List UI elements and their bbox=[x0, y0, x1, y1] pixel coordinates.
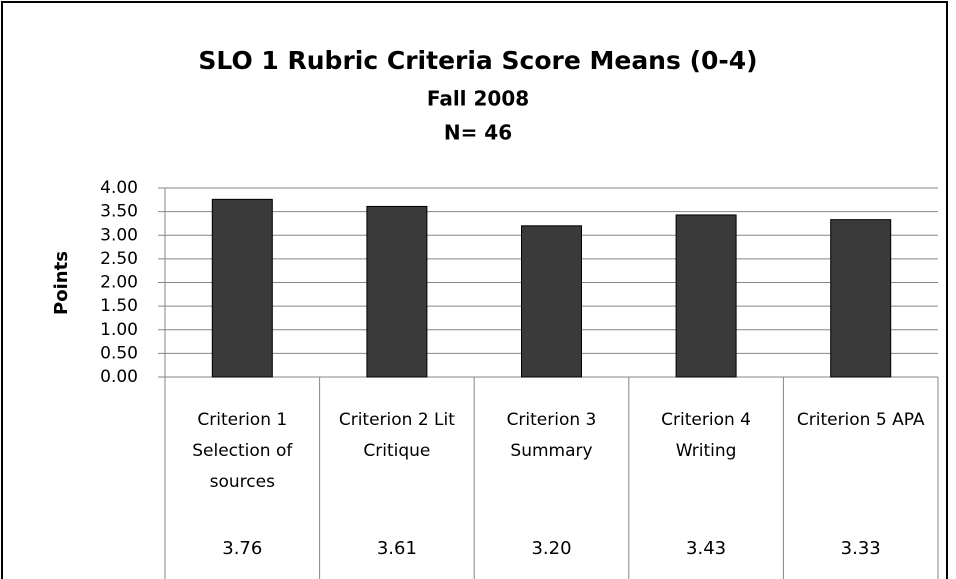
bar bbox=[675, 214, 737, 378]
chart-title: SLO 1 Rubric Criteria Score Means (0-4) bbox=[198, 46, 757, 75]
category-cell: Criterion 5 APA bbox=[796, 410, 925, 430]
category-cell: Criterion 1 Selection of sources bbox=[192, 410, 293, 492]
x-tick-label: Criterion 5 APA bbox=[796, 410, 925, 430]
y-tick-label: 4.00 bbox=[100, 178, 138, 198]
value-label: 3.20 bbox=[531, 538, 571, 559]
x-tick-label: Criterion 2 Lit Critique bbox=[338, 410, 455, 461]
chart-subtitle: Fall 2008 bbox=[427, 87, 529, 111]
x-tick-label: Criterion 4 Writing bbox=[661, 410, 751, 461]
x-tick-label: Criterion 3 Summary bbox=[506, 410, 597, 461]
value-label: 3.33 bbox=[841, 538, 881, 559]
y-tick-label: 0.00 bbox=[100, 367, 138, 387]
value-label: 3.43 bbox=[686, 538, 726, 559]
y-tick-label: 2.00 bbox=[100, 273, 138, 293]
y-tick-label: 1.50 bbox=[100, 296, 138, 316]
chart-note: N= 46 bbox=[444, 121, 512, 145]
y-tick-label: 3.50 bbox=[100, 202, 138, 222]
bar bbox=[830, 219, 892, 378]
x-tick-label: Criterion 1 Selection of sources bbox=[192, 410, 293, 492]
value-label: 3.76 bbox=[222, 538, 262, 559]
category-cell: Criterion 3 Summary bbox=[506, 410, 597, 461]
y-axis-label: Points bbox=[51, 251, 72, 315]
value-label: 3.61 bbox=[377, 538, 417, 559]
category-cell: Criterion 2 Lit Critique bbox=[338, 410, 455, 461]
y-tick-label: 0.50 bbox=[100, 343, 138, 363]
bar bbox=[211, 198, 273, 378]
category-cell: Criterion 4 Writing bbox=[661, 410, 751, 461]
y-tick-label: 3.00 bbox=[100, 225, 138, 245]
bar bbox=[366, 205, 428, 378]
y-tick-label: 1.00 bbox=[100, 320, 138, 340]
y-tick-label: 2.50 bbox=[100, 249, 138, 269]
bar bbox=[521, 225, 582, 378]
